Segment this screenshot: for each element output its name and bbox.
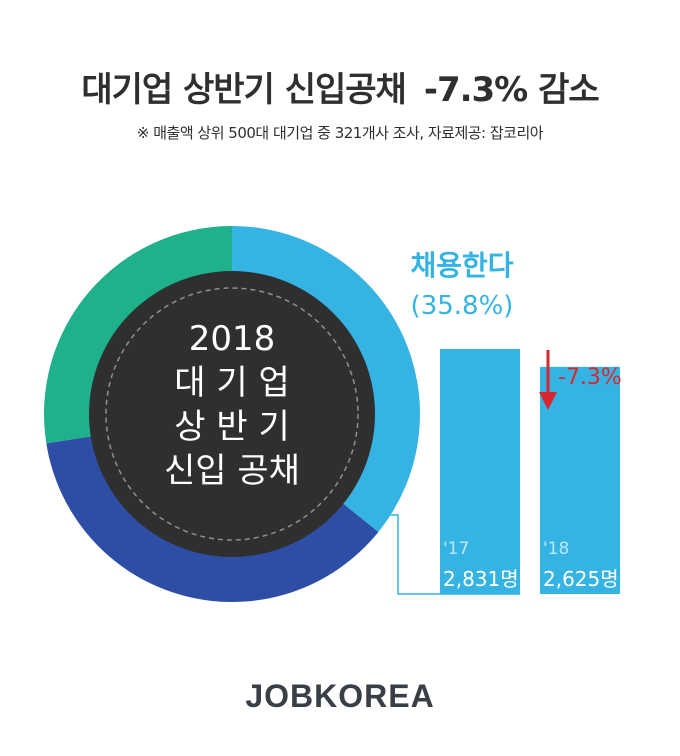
donut-center — [89, 271, 375, 557]
bar-category-label: '17 — [443, 539, 469, 559]
donut-slice-2 — [46, 436, 379, 602]
source-note: ※ 매출액 상위 500대 대기업 중 321개사 조사, 자료제공: 잡코리아 — [136, 124, 544, 142]
page-title: 대기업 상반기 신입공채 -7.3% 감소 — [0, 62, 680, 111]
slice-value-hiring: (35.8%) — [411, 291, 514, 321]
slice-label-hiring: 채용한다 — [410, 249, 513, 282]
bar-2 — [540, 366, 620, 594]
bar-chart: '17 2,831명 '18 2,625명 -7.3% — [440, 349, 622, 594]
donut-center-label-line: 상 반 기 — [174, 407, 289, 447]
change-label: -7.3% — [558, 365, 622, 390]
donut-slice-1 — [232, 226, 420, 533]
donut-center-dashed-ring — [105, 287, 359, 541]
decrease-arrow-icon — [539, 392, 557, 410]
bar-value-label: 2,831명 — [443, 567, 519, 591]
bar-1 — [440, 349, 520, 594]
brand-logo: JOBKOREA — [245, 678, 435, 714]
donut-center-label-line: 신입 공채 — [164, 451, 300, 491]
donut-center-label-line: 대 기 업 — [174, 363, 289, 403]
title-change: -7.3% 감소 — [423, 70, 600, 110]
title-main: 대기업 상반기 신입공채 — [81, 70, 406, 110]
bar-category-label: '18 — [543, 539, 569, 559]
donut-slice-3 — [43, 226, 233, 444]
bar-value-label: 2,625명 — [543, 567, 619, 591]
donut-center-label-line: 2018 — [189, 319, 276, 359]
